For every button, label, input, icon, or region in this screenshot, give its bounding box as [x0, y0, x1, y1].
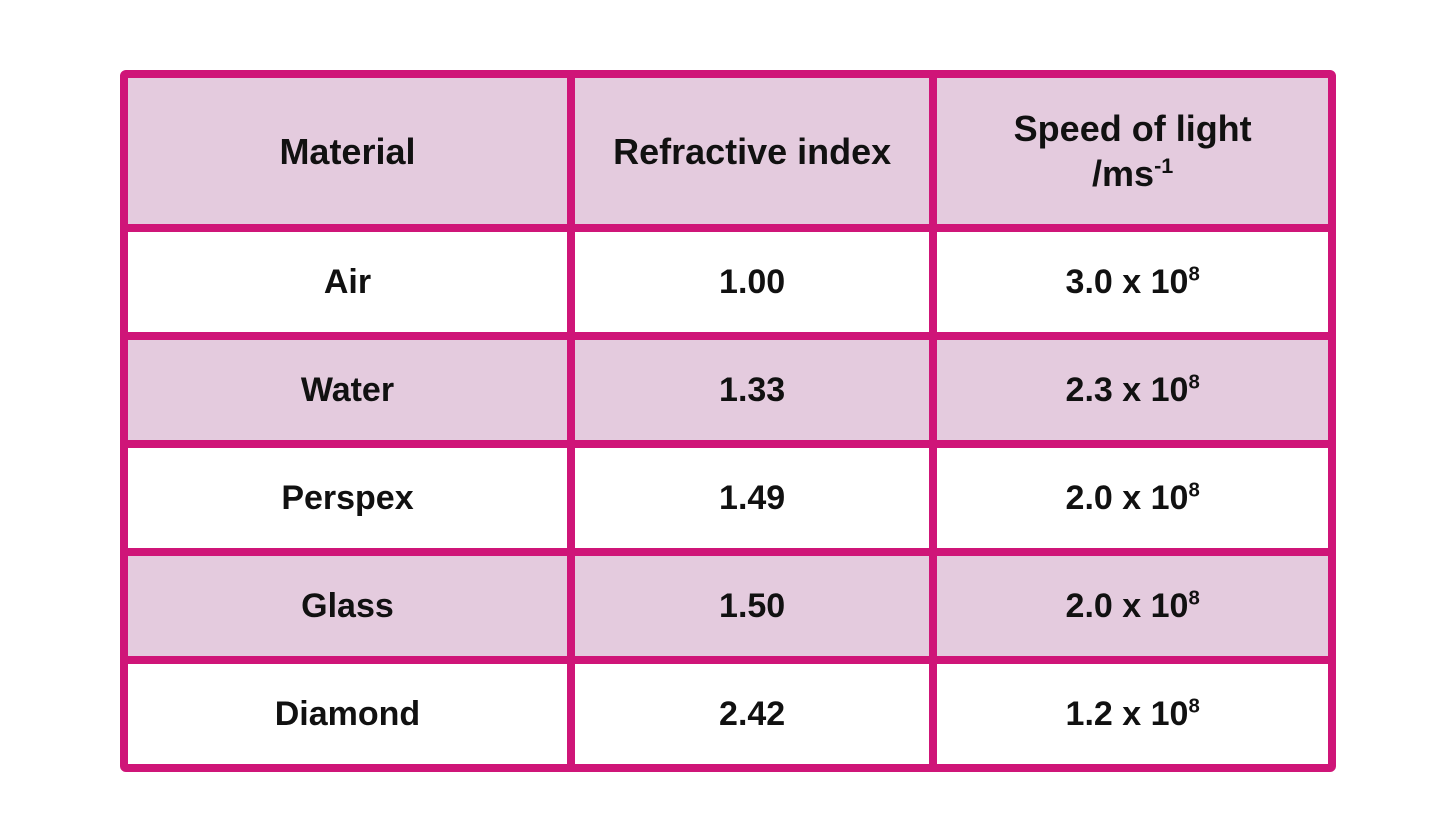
- refractive-index-table: Material Refractive index Speed of light…: [120, 70, 1336, 772]
- v-mantissa: 2.0: [1066, 587, 1113, 625]
- v-exp: 8: [1188, 263, 1199, 285]
- table-row: Water 1.33 2.3 x 108: [124, 336, 1332, 444]
- v-mantissa: 2.3: [1066, 371, 1113, 409]
- table-row: Glass 1.50 2.0 x 108: [124, 552, 1332, 660]
- cell-material: Water: [124, 336, 571, 444]
- v-exp: 8: [1188, 695, 1199, 717]
- v-times: x 10: [1122, 587, 1188, 625]
- table-row: Air 1.00 3.0 x 108: [124, 228, 1332, 336]
- cell-material: Air: [124, 228, 571, 336]
- col-header-speed-of-light: Speed of light /ms-1: [933, 74, 1332, 228]
- cell-v: 3.0 x 108: [933, 228, 1332, 336]
- v-exp: 8: [1188, 479, 1199, 501]
- cell-n: 1.33: [571, 336, 933, 444]
- header-speed-line2-pre: /ms: [1092, 153, 1154, 194]
- v-times: x 10: [1122, 263, 1188, 301]
- cell-v: 2.0 x 108: [933, 444, 1332, 552]
- table-container: Material Refractive index Speed of light…: [120, 70, 1336, 772]
- header-speed-line1: Speed of light: [1014, 108, 1252, 149]
- v-times: x 10: [1122, 695, 1188, 733]
- cell-v: 1.2 x 108: [933, 660, 1332, 768]
- v-exp: 8: [1188, 587, 1199, 609]
- v-times: x 10: [1122, 371, 1188, 409]
- v-mantissa: 1.2: [1066, 695, 1113, 733]
- v-times: x 10: [1122, 479, 1188, 517]
- table-header-row: Material Refractive index Speed of light…: [124, 74, 1332, 228]
- table-row: Perspex 1.49 2.0 x 108: [124, 444, 1332, 552]
- cell-n: 1.50: [571, 552, 933, 660]
- table-body: Air 1.00 3.0 x 108 Water 1.33 2.3 x 108 …: [124, 228, 1332, 768]
- cell-v: 2.0 x 108: [933, 552, 1332, 660]
- col-header-refractive-index: Refractive index: [571, 74, 933, 228]
- table-row: Diamond 2.42 1.2 x 108: [124, 660, 1332, 768]
- v-mantissa: 2.0: [1066, 479, 1113, 517]
- cell-n: 1.49: [571, 444, 933, 552]
- v-exp: 8: [1188, 371, 1199, 393]
- header-speed-line2-sup: -1: [1154, 153, 1173, 178]
- cell-material: Perspex: [124, 444, 571, 552]
- v-mantissa: 3.0: [1066, 263, 1113, 301]
- cell-material: Diamond: [124, 660, 571, 768]
- col-header-material: Material: [124, 74, 571, 228]
- cell-material: Glass: [124, 552, 571, 660]
- cell-n: 2.42: [571, 660, 933, 768]
- cell-n: 1.00: [571, 228, 933, 336]
- cell-v: 2.3 x 108: [933, 336, 1332, 444]
